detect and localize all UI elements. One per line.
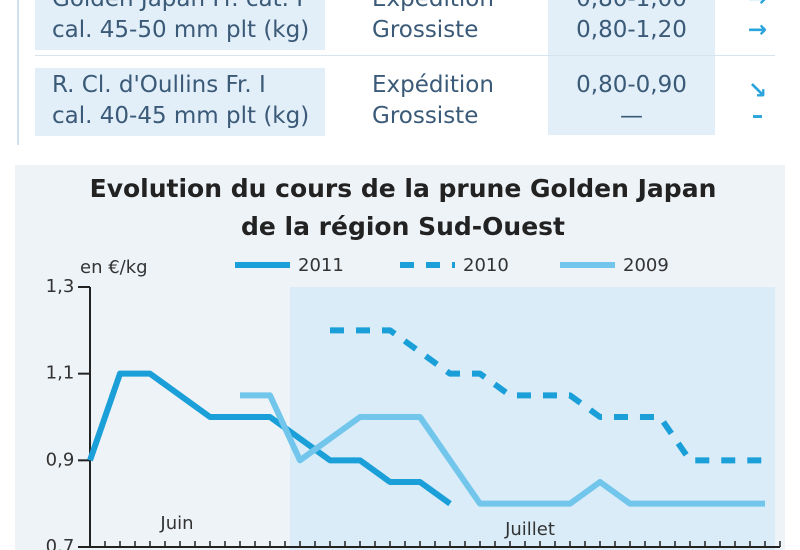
chart-title: de la région Sud-Ouest <box>241 212 565 241</box>
legend-label: 2011 <box>298 255 344 276</box>
cell <box>548 0 715 135</box>
rule <box>17 0 19 145</box>
trend: ↘ <box>747 78 768 104</box>
series-line <box>240 392 765 507</box>
y-tick-label: 0,7 <box>46 536 75 550</box>
price: 0,80-1,00 <box>548 0 715 14</box>
price: — <box>620 103 643 129</box>
period-label: Juin <box>159 513 193 534</box>
price: 0,80-0,90 <box>576 72 687 98</box>
product: cal. 45-50 mm plt (kg) <box>52 17 310 43</box>
y-tick-label: 0,9 <box>46 449 75 470</box>
chart-title: Evolution du cours de la prune Golden Ja… <box>90 174 717 203</box>
trend: → <box>735 0 780 14</box>
series-line <box>87 370 452 507</box>
product: R. Cl. d'Oullins Fr. I <box>52 72 266 98</box>
legend-label: 2010 <box>463 255 509 276</box>
market: Expédition <box>372 72 494 98</box>
product: cal. 40-45 mm plt (kg) <box>52 103 310 129</box>
cell <box>35 68 325 136</box>
cell <box>35 0 325 50</box>
separator <box>35 55 775 56</box>
market: Expédition <box>372 0 494 14</box>
product: Golden Japan Fr. cat. I <box>52 0 303 14</box>
trend: → <box>747 17 768 43</box>
period-label: Juillet <box>504 519 555 540</box>
price: 0,80-1,20 <box>576 17 687 43</box>
y-axis-label: en €/kg <box>80 257 148 278</box>
market: Grossiste <box>372 17 479 43</box>
trend: – <box>751 103 764 129</box>
legend-label: 2009 <box>623 255 669 276</box>
y-tick-label: 1,1 <box>46 363 75 384</box>
y-tick-label: 1,3 <box>46 276 75 297</box>
market: Grossiste <box>372 103 479 129</box>
